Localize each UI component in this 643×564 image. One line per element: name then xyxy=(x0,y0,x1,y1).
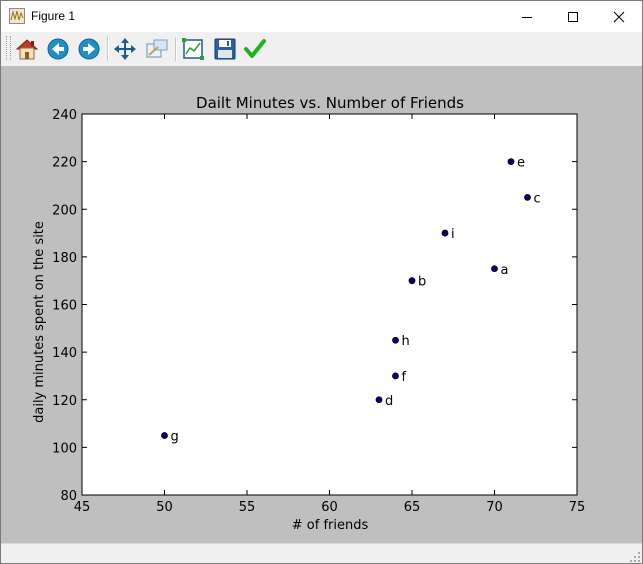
figure-app-icon xyxy=(9,8,25,24)
x-tick-label: 65 xyxy=(404,500,421,515)
toolbar-separator xyxy=(175,37,177,61)
back-button[interactable] xyxy=(44,35,72,63)
point-label-d: d xyxy=(385,394,393,409)
data-point-i[interactable] xyxy=(441,229,449,237)
point-label-e: e xyxy=(517,156,525,171)
minimize-button[interactable] xyxy=(504,1,550,32)
x-tick-label: 70 xyxy=(486,500,503,515)
close-icon xyxy=(613,11,625,22)
y-tick-label: 100 xyxy=(52,441,77,456)
zoom-rect-icon xyxy=(146,39,168,58)
floppy-disk-icon xyxy=(214,38,236,60)
data-point-d[interactable] xyxy=(375,396,383,404)
maximize-button[interactable] xyxy=(550,1,596,32)
point-label-g: g xyxy=(171,429,179,444)
status-bar xyxy=(1,543,642,563)
title-bar[interactable]: Figure 1 xyxy=(1,1,642,32)
point-label-i: i xyxy=(451,227,455,242)
data-point-a[interactable] xyxy=(491,265,498,273)
plot-area[interactable] xyxy=(81,113,578,496)
checkmark-icon xyxy=(244,39,266,58)
y-tick-label: 160 xyxy=(52,299,77,314)
point-label-h: h xyxy=(402,334,410,349)
y-tick-label: 220 xyxy=(52,156,77,171)
y-tick-label: 200 xyxy=(52,203,77,218)
x-axis-label: # of friends xyxy=(292,518,369,533)
chart-title: Dailt Minutes vs. Number of Friends xyxy=(196,94,464,112)
point-label-f: f xyxy=(402,370,407,385)
data-point-g[interactable] xyxy=(161,432,168,439)
arrow-right-icon xyxy=(78,38,100,60)
forward-button[interactable] xyxy=(75,35,103,63)
toolbar-separator xyxy=(107,37,109,61)
navigation-toolbar xyxy=(1,32,642,66)
point-label-b: b xyxy=(418,275,426,290)
figure-canvas[interactable]: 45 50 55 60 65 70 75 80 100 120 140 160 180 200 220 240… xyxy=(1,66,642,543)
close-button[interactable] xyxy=(596,1,642,32)
y-tick-label: 180 xyxy=(52,251,77,266)
subplots-button[interactable] xyxy=(179,35,207,63)
home-icon xyxy=(15,39,39,60)
data-point-f[interactable] xyxy=(392,372,399,380)
point-label-a: a xyxy=(501,263,509,278)
save-button[interactable] xyxy=(211,35,239,63)
home-button[interactable] xyxy=(13,35,41,63)
minimize-icon xyxy=(522,16,532,18)
resize-grip-icon[interactable] xyxy=(630,552,640,562)
arrow-left-icon xyxy=(47,38,69,60)
point-label-c: c xyxy=(534,191,541,206)
zoom-button[interactable] xyxy=(143,35,171,63)
window-title: Figure 1 xyxy=(31,9,76,23)
maximize-icon xyxy=(568,11,578,22)
scatter-chart: 45 50 55 60 65 70 75 80 100 120 140 160 180 200 220 240… xyxy=(32,94,586,533)
y-tick-label: 240 xyxy=(52,108,77,123)
toolbar-grip[interactable] xyxy=(6,36,11,60)
x-tick-label: 50 xyxy=(156,500,173,515)
move-arrows-icon xyxy=(114,38,136,60)
x-tick-label: 55 xyxy=(239,500,256,515)
y-tick-label: 120 xyxy=(52,394,77,409)
y-tick-label: 80 xyxy=(60,489,77,504)
subplots-icon xyxy=(182,38,204,60)
y-axis-label: daily minutes spent on the site xyxy=(32,221,47,423)
data-point-h[interactable] xyxy=(392,336,399,344)
pan-button[interactable] xyxy=(111,35,139,63)
x-tick-label: 60 xyxy=(321,500,338,515)
data-point-b[interactable] xyxy=(408,277,416,285)
x-tick-label: 75 xyxy=(569,500,586,515)
edit-axis-button[interactable] xyxy=(241,35,269,63)
y-tick-label: 140 xyxy=(52,346,77,361)
data-point-c[interactable] xyxy=(524,193,531,201)
data-point-e[interactable] xyxy=(507,158,515,166)
x-tick-label: 45 xyxy=(74,500,91,515)
